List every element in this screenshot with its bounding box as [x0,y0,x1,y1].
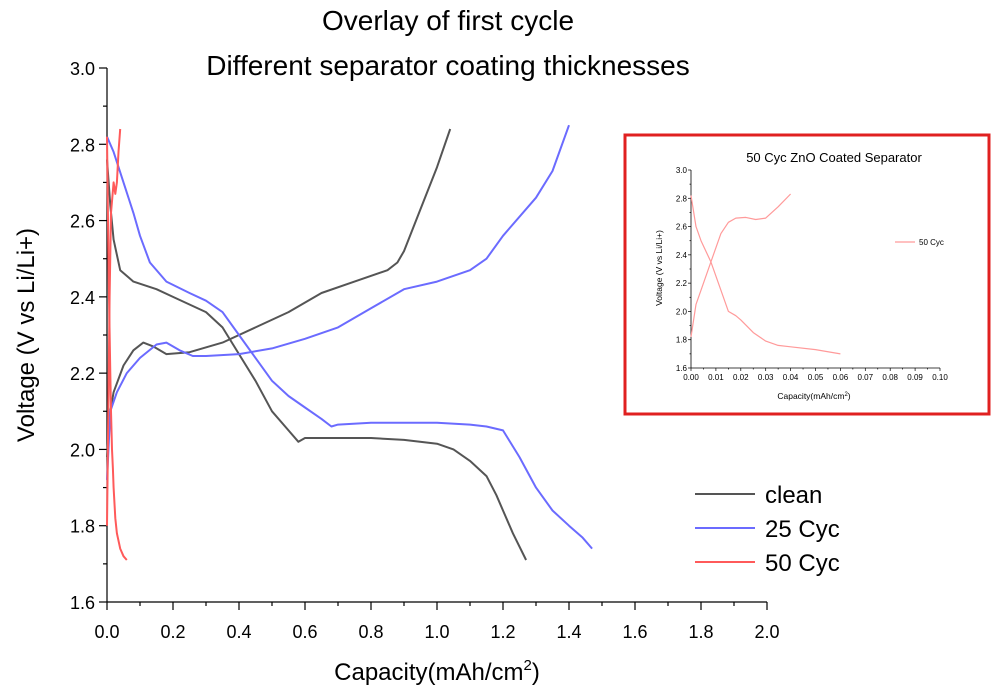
series-line-50-cyc [690,195,841,355]
y-tick-label: 2.8 [676,194,688,203]
x-tick-label: 1.6 [622,622,647,642]
y-tick-label: 2.8 [70,135,95,155]
x-tick-label: 1.4 [556,622,581,642]
legend-label-50-cyc: 50 Cyc [765,550,840,577]
y-tick-label: 3.0 [70,59,95,79]
x-tick-label: 0.10 [932,373,948,382]
main-legend: clean 25 Cyc 50 Cyc [695,482,840,577]
x-tick-label: 0.02 [733,373,749,382]
y-tick-label: 1.6 [676,364,688,373]
x-tick-label: 2.0 [754,622,779,642]
x-tick-label: 0.8 [358,622,383,642]
y-tick-label: 2.2 [70,364,95,384]
inset-series [690,193,841,355]
y-tick-label: 2.0 [70,440,95,460]
x-tick-label: 0.06 [833,373,849,382]
series-line-50-cyc [690,193,792,337]
x-tick-label: 1.2 [490,622,515,642]
y-tick-label: 3.0 [676,166,688,175]
main-series [106,124,593,561]
x-tick-label: 0.00 [683,373,699,382]
x-tick-label: 0.07 [858,373,874,382]
x-tick-label: 0.04 [783,373,799,382]
series-line-clean [106,159,527,561]
x-tick-label: 0.03 [758,373,774,382]
y-tick-label: 2.4 [676,251,688,260]
series-line-25-cyc [106,124,570,480]
x-tick-label: 0.0 [94,622,119,642]
y-tick-label: 1.8 [676,336,688,345]
x-tick-label: 0.2 [160,622,185,642]
inset-title: 50 Cyc ZnO Coated Separator [746,150,922,165]
x-tick-label: 0.01 [708,373,724,382]
x-tick-label: 0.4 [226,622,251,642]
inset-legend: 50 Cyc [895,238,944,247]
x-tick-label: 1.0 [424,622,449,642]
y-tick-label: 2.2 [676,279,688,288]
main-y-axis-label: Voltage (V vs Li/Li+) [13,228,40,442]
y-tick-label: 2.6 [70,212,95,232]
y-tick-label: 2.0 [676,307,688,316]
y-tick-label: 1.8 [70,517,95,537]
x-tick-label: 0.08 [882,373,898,382]
legend-label-50-cyc: 50 Cyc [919,238,944,247]
legend-label-25-cyc: 25 Cyc [765,516,840,543]
chart-subtitle: Different separator coating thicknesses [206,50,690,81]
main-ticks: 0.0 0.2 0.4 0.6 0.8 1.0 1.2 1.4 1.6 1.8 2.0 1.6 1.8 2… [70,59,780,642]
x-tick-label: 1.8 [688,622,713,642]
y-tick-label: 2.4 [70,288,95,308]
series-line-50-cyc [106,128,122,526]
x-tick-label: 0.05 [808,373,824,382]
inset-ticks: 0.00 0.01 0.02 0.03 0.04 0.05 0.06 0.07 0.08 0.09… [676,166,948,382]
inset-frame [623,133,991,416]
x-tick-label: 0.6 [292,622,317,642]
main-x-axis-label: Capacity(mAh/cm2) [334,657,540,686]
y-tick-label: 2.6 [676,223,688,232]
legend-label-clean: clean [765,482,822,509]
y-tick-label: 1.6 [70,593,95,613]
inset-y-axis-label: Voltage (V vs Li/Li+) [654,230,664,306]
series-line-25-cyc [106,136,593,550]
chart-title: Overlay of first cycle [322,5,574,36]
x-tick-label: 0.09 [907,373,923,382]
inset-x-axis-label: Capacity(mAh/cm2) [777,391,850,401]
